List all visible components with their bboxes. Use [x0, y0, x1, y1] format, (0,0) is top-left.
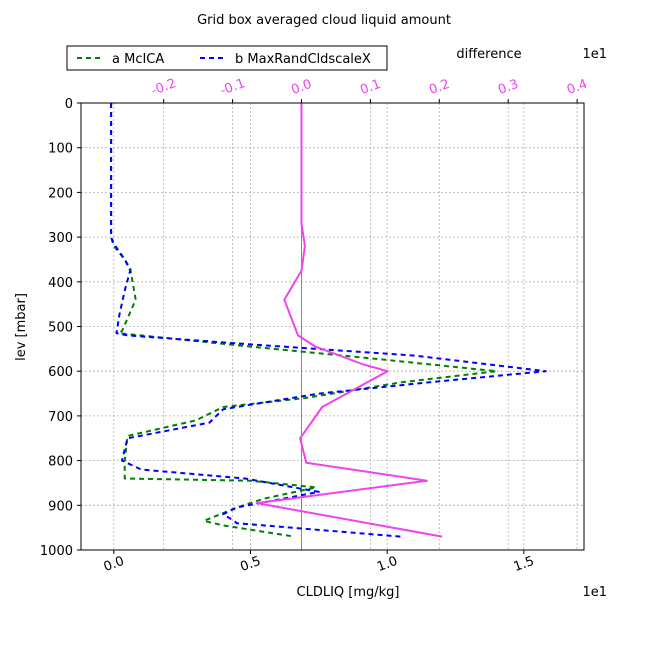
top-tick-label: 0.0 — [289, 77, 314, 98]
legend-label-a-mcica: a McICA — [112, 52, 164, 67]
y-tick-label: 200 — [48, 186, 73, 201]
top-tick-label: 0.3 — [496, 77, 521, 98]
ticks: 0 100 200 300 400 500 600 700 800 900 1000 0.0 0.5 1.… — [40, 76, 590, 575]
y-tick-label: 400 — [48, 276, 73, 291]
series-layer — [110, 103, 547, 550]
legend-label-b-maxrandcldscalex: b MaxRandCldscaleX — [235, 52, 371, 67]
top-tick-label: 0.2 — [427, 77, 452, 98]
y-tick-label: 900 — [48, 499, 73, 514]
y-tick-label: 800 — [48, 455, 73, 470]
top-axis-multiplier: 1e1 — [582, 47, 607, 62]
top-tick-label: 0.4 — [565, 77, 590, 98]
legend-box — [66, 45, 388, 71]
y-tick-label: 100 — [48, 142, 73, 157]
chart-title: Grid box averaged cloud liquid amount — [197, 13, 451, 28]
y-tick-label: 0 — [65, 97, 73, 112]
x-tick-label: 1.5 — [512, 554, 537, 575]
legend: a McICA b MaxRandCldscaleX — [66, 45, 388, 71]
x-tick-label: 1.0 — [375, 554, 400, 575]
x-tick-label: 0.5 — [238, 554, 263, 575]
top-tick-label: 0.1 — [358, 77, 383, 98]
y-tick-label: 300 — [48, 231, 73, 246]
y-tick-label: 500 — [48, 321, 73, 336]
x-tick-label: 0.0 — [102, 554, 127, 575]
x-axis-multiplier: 1e1 — [582, 585, 607, 600]
x-axis-label: CLDLIQ [mg/kg] — [297, 585, 400, 600]
y-axis-label: lev [mbar] — [14, 293, 29, 361]
y-tick-label: 700 — [48, 410, 73, 425]
series-line-difference — [255, 103, 443, 538]
y-tick-label: 1000 — [40, 544, 73, 559]
top-axis-label: difference — [456, 47, 521, 62]
y-tick-label: 600 — [48, 365, 73, 380]
